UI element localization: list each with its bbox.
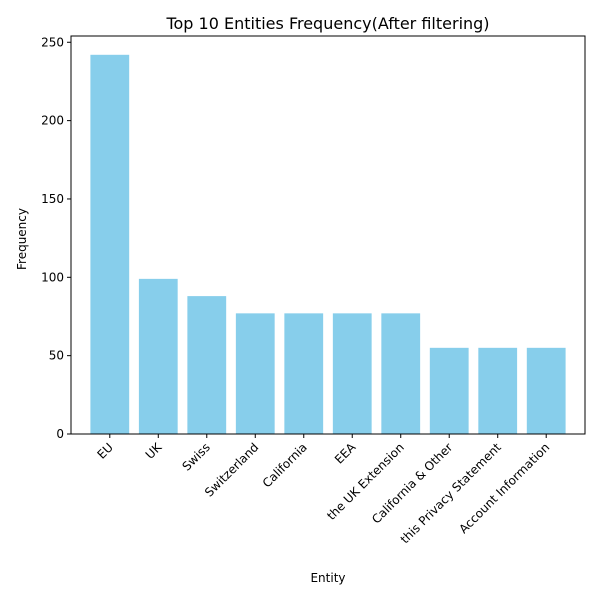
bar-3 — [235, 313, 275, 434]
bar-8 — [478, 347, 518, 434]
x-tick-label-0: EU — [94, 440, 115, 461]
x-tick-label-7: California & Other — [369, 440, 455, 526]
plot-frame — [70, 35, 586, 435]
y-tick-label-1: 50 — [49, 349, 64, 363]
chart-title: Top 10 Entities Frequency(After filterin… — [165, 14, 489, 33]
x-tick-label-4: California — [260, 440, 310, 490]
y-tick-label-0: 0 — [56, 427, 64, 441]
y-axis-ticks: 0 50 100 150 200 250 — [41, 35, 71, 441]
y-tick-label-2: 100 — [41, 270, 64, 284]
bar-0 — [90, 54, 130, 435]
bars-group — [90, 54, 566, 435]
x-tick-label-2: Swiss — [179, 440, 212, 473]
y-tick-label-3: 150 — [41, 192, 64, 206]
y-tick-label-5: 250 — [41, 35, 64, 49]
y-axis-label: Frequency — [15, 208, 29, 270]
bar-6 — [381, 313, 421, 434]
x-tick-label-9: Account Information — [456, 440, 552, 536]
x-axis-label: Entity — [310, 571, 345, 585]
bar-4 — [284, 313, 324, 434]
x-tick-label-1: UK — [143, 439, 165, 461]
bar-7 — [429, 347, 469, 434]
bar-1 — [138, 278, 178, 434]
bar-5 — [332, 313, 372, 434]
bar-2 — [187, 296, 227, 434]
bar-9 — [526, 347, 566, 434]
y-tick-label-4: 200 — [41, 114, 64, 128]
x-tick-label-5: EEA — [332, 440, 359, 467]
